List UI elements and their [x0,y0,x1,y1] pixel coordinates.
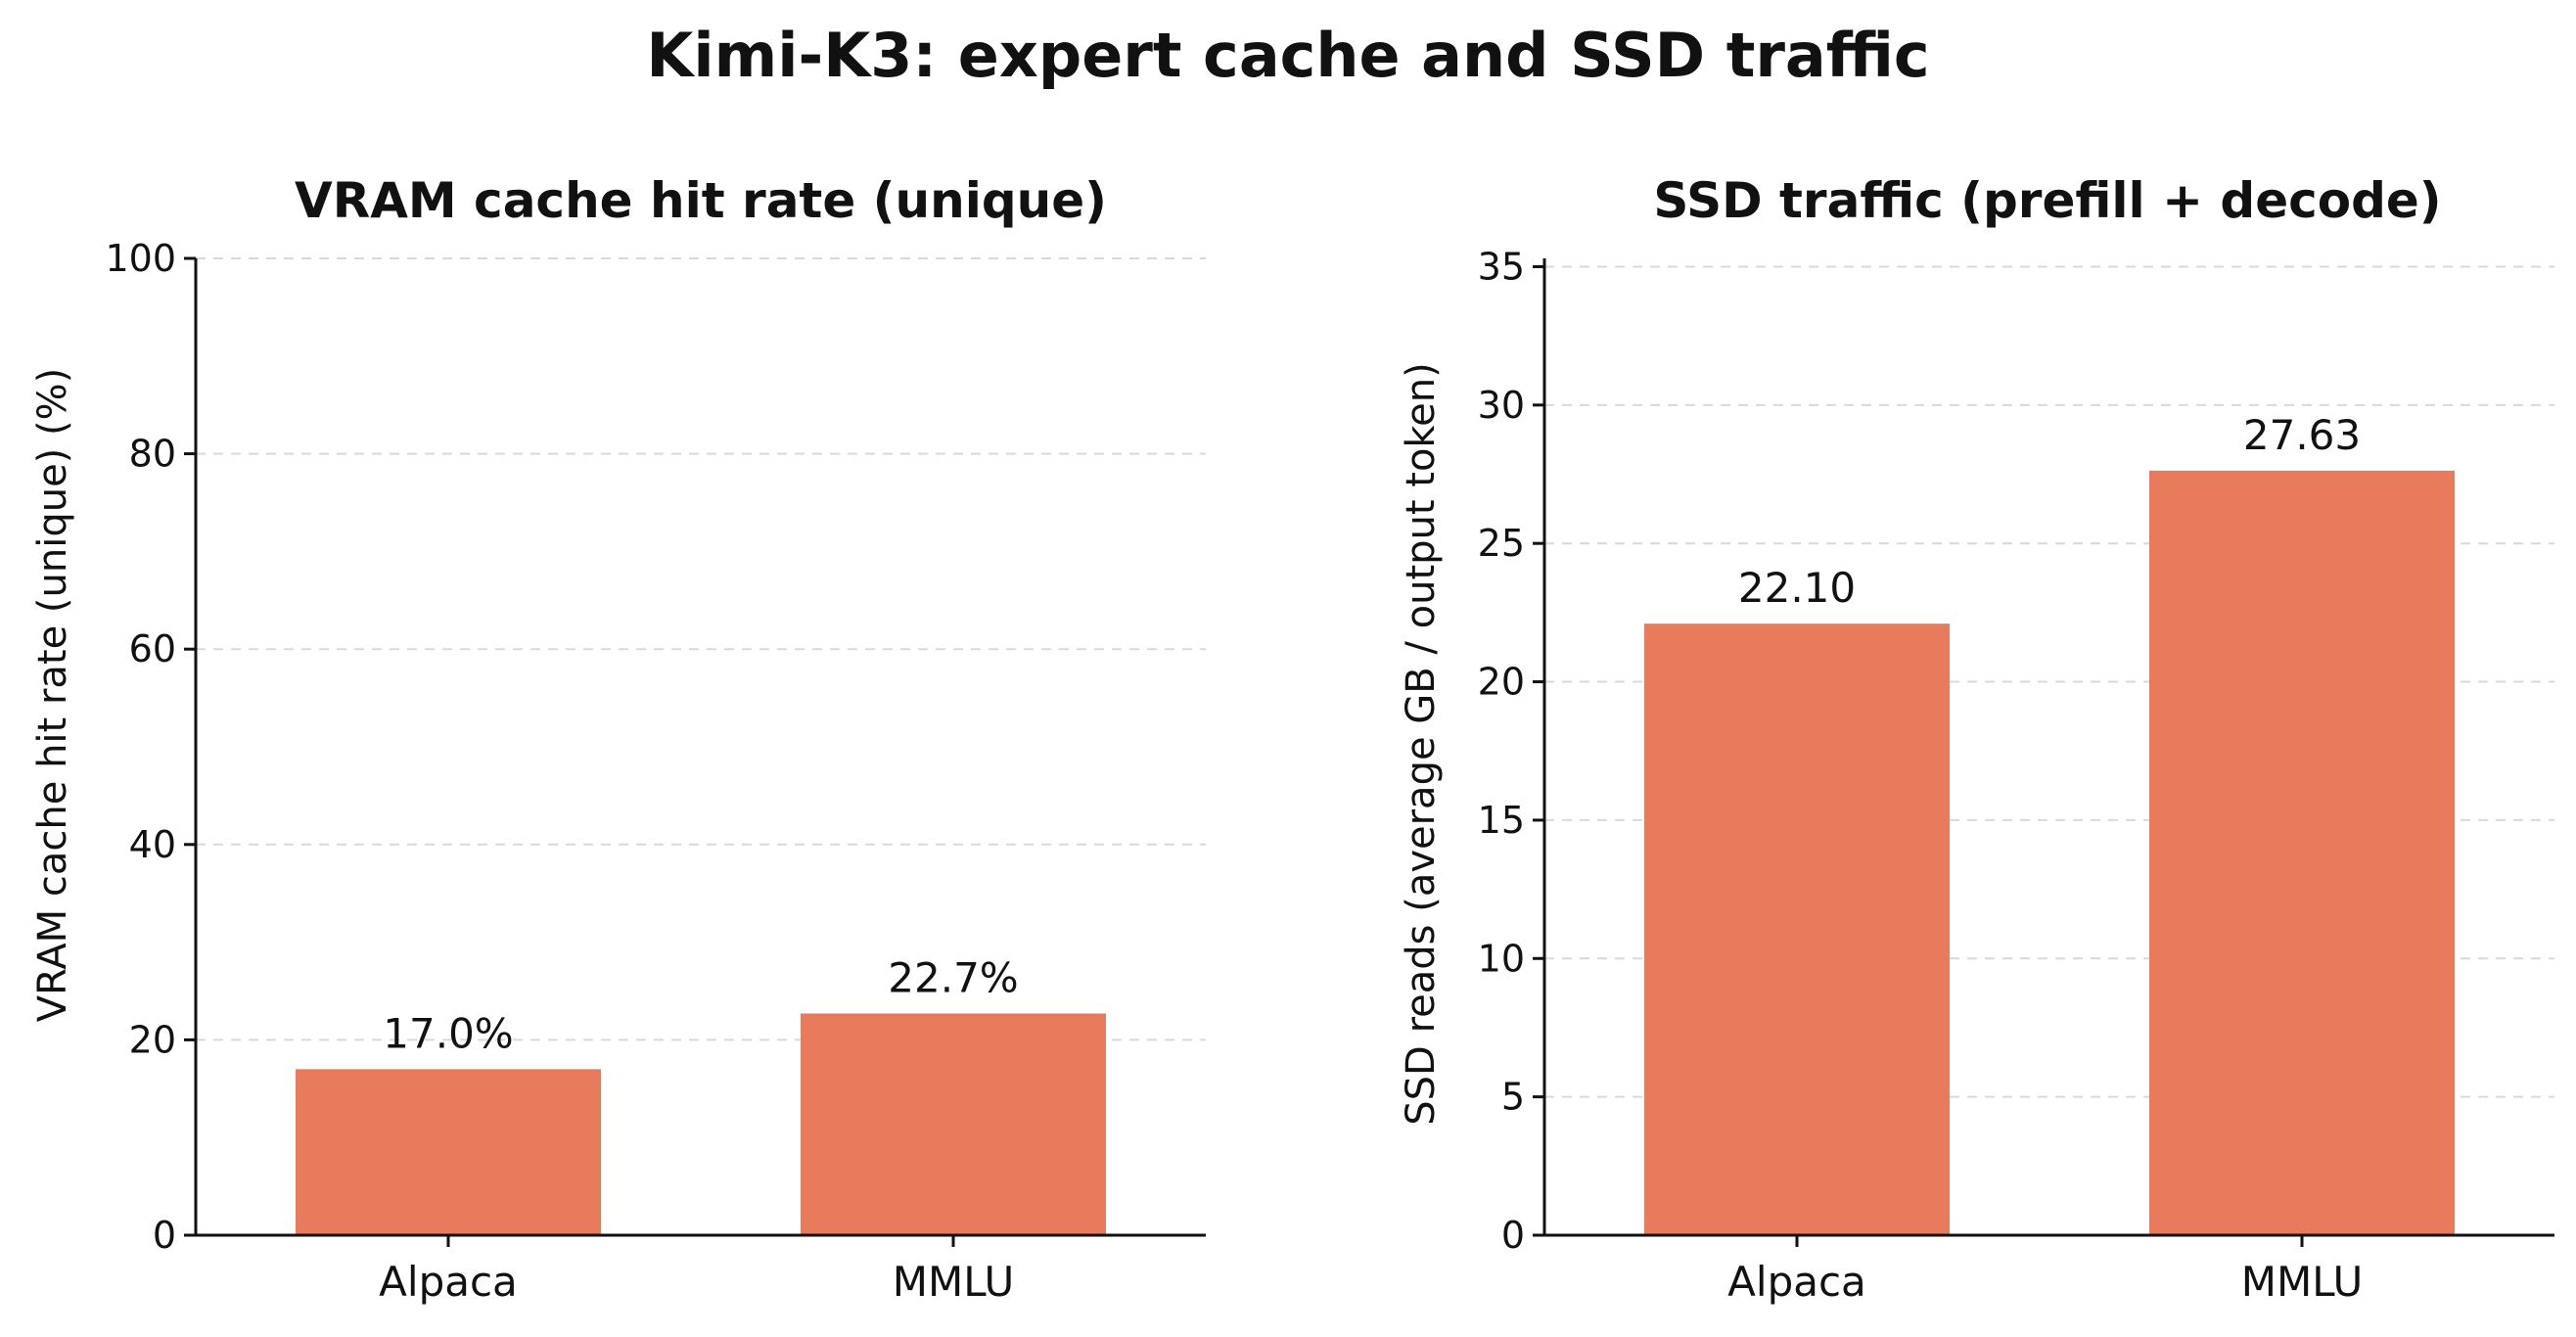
axes [184,256,1206,1247]
x-tick-label: Alpaca [1727,1258,1866,1306]
y-tick-label: 40 [129,823,176,866]
y-tick-label: 5 [1501,1076,1525,1119]
panel-title: SSD traffic (prefill + decode) [1653,172,2441,229]
y-axis-label: VRAM cache hit rate (unique) (%) [30,368,75,1022]
x-tick-label: MMLU [893,1258,1015,1306]
figure-suptitle: Kimi-K3: expert cache and SSD traffic [646,20,1929,91]
bar-mmlu [2149,470,2455,1235]
y-tick-label: 35 [1478,245,1525,288]
y-tick-label: 20 [129,1018,176,1061]
bar-alpaca [1644,623,1950,1235]
y-tick-label: 10 [1478,937,1525,980]
axes [1533,258,2554,1247]
y-tick-label: 80 [129,433,176,476]
y-tick-label: 20 [1478,661,1525,704]
y-tick-label: 0 [153,1214,176,1257]
y-tick-label: 60 [129,627,176,670]
bars [296,1013,1106,1235]
labels: 0 5 10 15 20 25 30 35 22.10 Alpaca 27.63 MMLU [1478,245,2364,1306]
data-label: 27.63 [2243,411,2361,459]
y-tick-label: 15 [1478,799,1525,842]
y-tick-label: 100 [105,237,176,280]
data-label: 22.7% [888,953,1018,1001]
y-axis-label: SSD reads (average GB / output token) [1399,362,1444,1125]
ssd-traffic-panel: SSD traffic (prefill + decode) SSD reads… [1399,172,2554,1306]
y-tick-label: 30 [1478,384,1525,427]
x-tick-label: Alpaca [379,1258,518,1306]
labels: 0 20 40 60 80 100 17.0% Alpaca 22.7% MMLU [105,237,1018,1306]
vram-hit-rate-panel: VRAM cache hit rate (unique) VRAM cache … [30,172,1206,1306]
bar-mmlu [801,1013,1106,1235]
y-tick-label: 25 [1478,522,1525,565]
x-tick-label: MMLU [2241,1258,2364,1306]
data-label: 17.0% [383,1009,513,1057]
panel-title: VRAM cache hit rate (unique) [295,172,1107,229]
data-label: 22.10 [1738,564,1856,612]
y-tick-label: 0 [1501,1214,1525,1257]
bar-alpaca [296,1069,601,1235]
bars [1644,470,2455,1235]
gridlines [196,257,1206,1041]
